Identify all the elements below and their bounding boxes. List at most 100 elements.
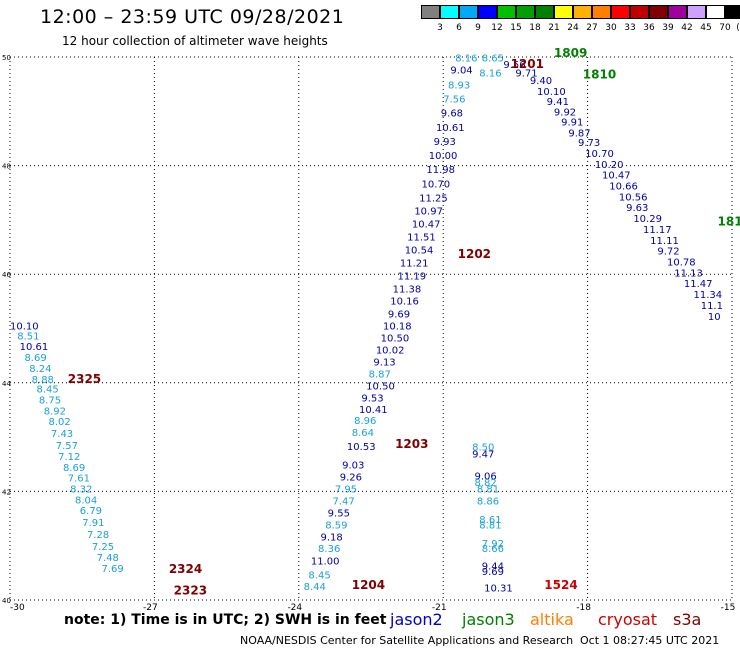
legend-jason3: jason3 bbox=[462, 610, 515, 629]
wave-height-value: 9.63 bbox=[626, 203, 648, 214]
wave-height-value: 10.47 bbox=[412, 220, 441, 231]
wave-height-value: 8.87 bbox=[369, 369, 391, 380]
wave-height-value: 9.55 bbox=[328, 508, 350, 519]
pass-time-label: 1201 bbox=[511, 57, 544, 71]
wave-height-value: 10.54 bbox=[405, 246, 434, 257]
scale-swatch bbox=[687, 5, 706, 19]
wave-height-value: 11.51 bbox=[407, 233, 436, 244]
wave-height-value: 8.45 bbox=[308, 570, 330, 581]
scale-swatch bbox=[611, 5, 630, 19]
scale-tick-label: 39 bbox=[662, 23, 674, 33]
pass-time-label: 1203 bbox=[395, 437, 428, 451]
y-tick-label: 42 bbox=[2, 488, 11, 496]
wave-height-value: 8.24 bbox=[29, 364, 51, 375]
wave-height-value: 11.21 bbox=[400, 259, 429, 270]
scale-swatch bbox=[725, 5, 740, 19]
x-tick-label: -27 bbox=[143, 603, 158, 613]
wave-height-value: 9.71 bbox=[515, 69, 537, 80]
scale-tick-label: 45 bbox=[700, 23, 712, 33]
wave-height-value: 8.88 bbox=[32, 375, 54, 386]
legend-s3a: s3a bbox=[673, 610, 702, 629]
wave-height-value: 9.93 bbox=[434, 137, 456, 148]
wave-height-value: 8.69 bbox=[24, 353, 46, 364]
credit-line: NOAA/NESDIS Center for Satellite Applica… bbox=[240, 634, 574, 647]
wave-height-value: 7.92 bbox=[482, 539, 504, 550]
wave-height-value: 8.66 bbox=[482, 544, 504, 555]
pass-time-label: 1809 bbox=[554, 46, 587, 60]
wave-height-value: 10.97 bbox=[414, 206, 443, 217]
wave-height-value: 9.13 bbox=[373, 357, 395, 368]
scale-tick-label: 36 bbox=[643, 23, 655, 33]
wave-height-value: 9.87 bbox=[568, 128, 590, 139]
wave-height-value: 7.57 bbox=[56, 441, 78, 452]
wave-height-value: 7.43 bbox=[51, 429, 73, 440]
wave-height-value: 7.95 bbox=[335, 484, 357, 495]
wave-height-value: 11.17 bbox=[643, 225, 672, 236]
wave-height-value: 11.11 bbox=[650, 236, 679, 247]
scale-tick-label: 21 bbox=[548, 23, 560, 33]
scale-swatch bbox=[535, 5, 554, 19]
wave-height-value: 8.16 bbox=[455, 53, 477, 64]
wave-height-value: 9.06 bbox=[474, 471, 496, 482]
scale-tick-label: 27 bbox=[586, 23, 598, 33]
wave-height-value: 7.69 bbox=[101, 564, 123, 575]
scale-tick-label: 30 bbox=[605, 23, 617, 33]
y-tick-label: 44 bbox=[2, 380, 11, 388]
wave-height-value: 8.45 bbox=[36, 385, 58, 396]
x-tick-label: -21 bbox=[432, 603, 447, 613]
wave-height-value: 8.64 bbox=[352, 428, 374, 439]
wave-height-value: 8.61 bbox=[479, 515, 501, 526]
wave-height-value: 10.02 bbox=[376, 345, 405, 356]
pass-time-label: 181 bbox=[718, 214, 740, 228]
x-tick-label: -30 bbox=[10, 603, 25, 613]
wave-height-value: 9.91 bbox=[561, 117, 583, 128]
wave-height-value: 11.19 bbox=[397, 272, 426, 283]
wave-height-value: 9.47 bbox=[472, 450, 494, 461]
wave-height-value: 8.16 bbox=[479, 69, 501, 80]
y-tick-label: 48 bbox=[2, 163, 11, 171]
wave-height-value: 10.10 bbox=[10, 322, 39, 333]
x-tick-label: -15 bbox=[721, 603, 736, 613]
wave-height-value: 10.66 bbox=[609, 181, 638, 192]
wave-height-value: 11.98 bbox=[426, 165, 455, 176]
wave-height-value: 10.70 bbox=[585, 149, 614, 160]
scale-tick-label: 18 bbox=[529, 23, 541, 33]
wave-height-value: 8.51 bbox=[17, 331, 39, 342]
scale-tick-label: 6 bbox=[456, 23, 462, 33]
wave-height-value: 8.44 bbox=[304, 582, 326, 593]
wave-height-value: 11.1 bbox=[701, 301, 723, 312]
wave-height-value: 10.41 bbox=[359, 405, 388, 416]
scale-tick-label: 15 bbox=[510, 23, 522, 33]
wave-height-value: 9.53 bbox=[361, 393, 383, 404]
scale-swatch bbox=[630, 5, 649, 19]
y-tick-label: 46 bbox=[2, 271, 11, 279]
wave-height-value: 7.25 bbox=[92, 542, 114, 553]
wave-height-value: 8.36 bbox=[318, 544, 340, 555]
wave-height-value: 9.03 bbox=[342, 461, 364, 472]
legend-cryosat: cryosat bbox=[598, 610, 658, 629]
scale-swatch bbox=[421, 5, 440, 19]
wave-height-value: 10.50 bbox=[381, 334, 410, 345]
wave-height-value: 10.70 bbox=[422, 179, 451, 190]
chart-title: 12:00 – 23:59 UTC 09/28/2021 bbox=[40, 6, 345, 28]
wave-height-value: 8.86 bbox=[477, 496, 499, 507]
wave-height-value: 11.13 bbox=[674, 268, 703, 279]
wave-height-value: 9.56 bbox=[503, 60, 525, 71]
x-tick-label: -24 bbox=[287, 603, 302, 613]
wave-height-value: 9.41 bbox=[547, 97, 569, 108]
wave-height-value: 9.18 bbox=[320, 532, 342, 543]
wave-height-value: 11.25 bbox=[419, 193, 448, 204]
wave-height-value: 10.00 bbox=[429, 151, 458, 162]
scale-tick-label: 3 bbox=[437, 23, 443, 33]
legend-jason2: jason2 bbox=[390, 610, 443, 629]
x-tick-label: -18 bbox=[576, 603, 591, 613]
wave-height-value: 8.32 bbox=[70, 484, 92, 495]
wave-height-value: 8.93 bbox=[448, 80, 470, 91]
wave-height-value: 9.44 bbox=[482, 562, 504, 573]
wave-height-value: 8.02 bbox=[49, 417, 71, 428]
wave-height-value: 11.38 bbox=[393, 285, 422, 296]
scale-swatch bbox=[668, 5, 687, 19]
wave-height-value: 7.47 bbox=[332, 496, 354, 507]
